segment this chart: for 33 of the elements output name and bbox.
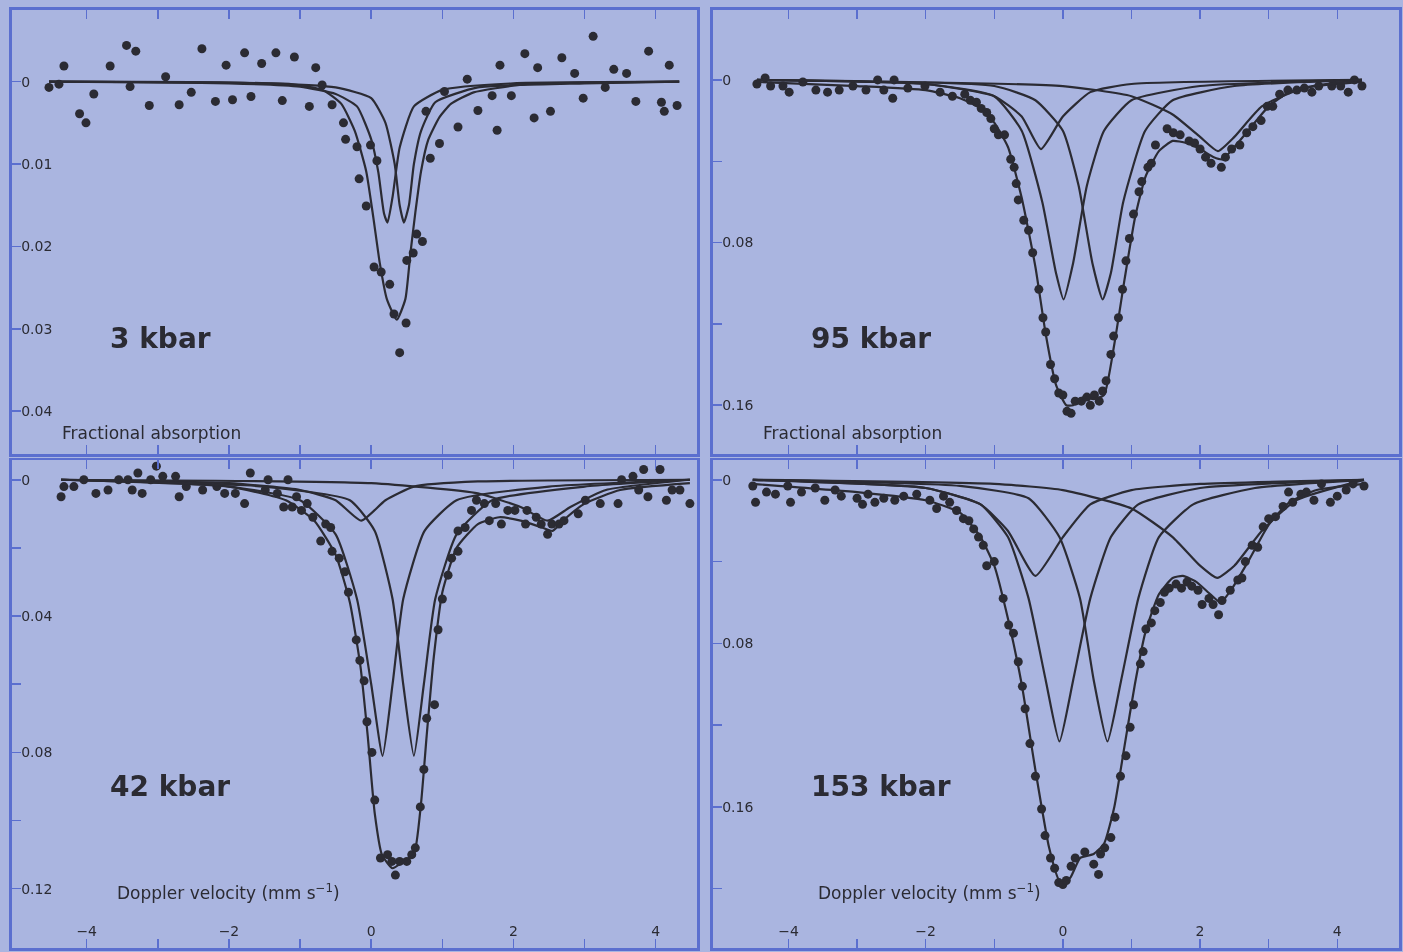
x-tick-label: −4 bbox=[76, 923, 98, 939]
x-tick-label: 2 bbox=[1195, 923, 1205, 939]
y-tick-label: 0.01 bbox=[21, 155, 53, 172]
y-axis-title: Fractional absorption bbox=[62, 423, 242, 443]
y-tick-label: 0.08 bbox=[722, 635, 754, 652]
y-tick-label: 0.12 bbox=[21, 880, 53, 897]
x-axis-title: Doppler velocity (mm s$^{−1}$) bbox=[117, 881, 340, 904]
x-axis-title: Doppler velocity (mm s$^{−1}$) bbox=[818, 881, 1041, 904]
x-tick-label: −4 bbox=[778, 923, 799, 939]
x-tick-label: −2 bbox=[915, 923, 936, 939]
x-tick-label: 0 bbox=[366, 923, 376, 939]
y-tick-label: 0 bbox=[21, 73, 31, 90]
y-tick-label: 0 bbox=[722, 471, 732, 488]
x-tick-label: 4 bbox=[651, 923, 661, 939]
x-tick-label: 0 bbox=[1058, 923, 1068, 939]
x-tick-label: 2 bbox=[509, 923, 518, 939]
annotation: 153 kbar bbox=[811, 770, 951, 803]
y-tick-label: 0.08 bbox=[722, 234, 754, 251]
y-tick-label: 0 bbox=[21, 471, 31, 488]
y-tick-label: 0.08 bbox=[21, 744, 53, 761]
y-tick-label: 0.02 bbox=[21, 238, 53, 255]
y-tick-label: 0 bbox=[722, 71, 732, 88]
annotation: 42 kbar bbox=[110, 770, 231, 803]
y-tick-label: 0.03 bbox=[21, 320, 53, 337]
annotation: 95 kbar bbox=[811, 322, 932, 355]
x-tick-label: 4 bbox=[1332, 923, 1342, 939]
y-axis-title: Fractional absorption bbox=[763, 423, 943, 443]
y-tick-label: 0.04 bbox=[21, 607, 53, 624]
y-tick-label: 0.04 bbox=[21, 403, 53, 420]
y-tick-label: 0.16 bbox=[722, 798, 754, 815]
annotation: 3 kbar bbox=[110, 322, 211, 355]
x-tick-label: −2 bbox=[218, 923, 240, 939]
y-tick-label: 0.16 bbox=[722, 397, 754, 414]
